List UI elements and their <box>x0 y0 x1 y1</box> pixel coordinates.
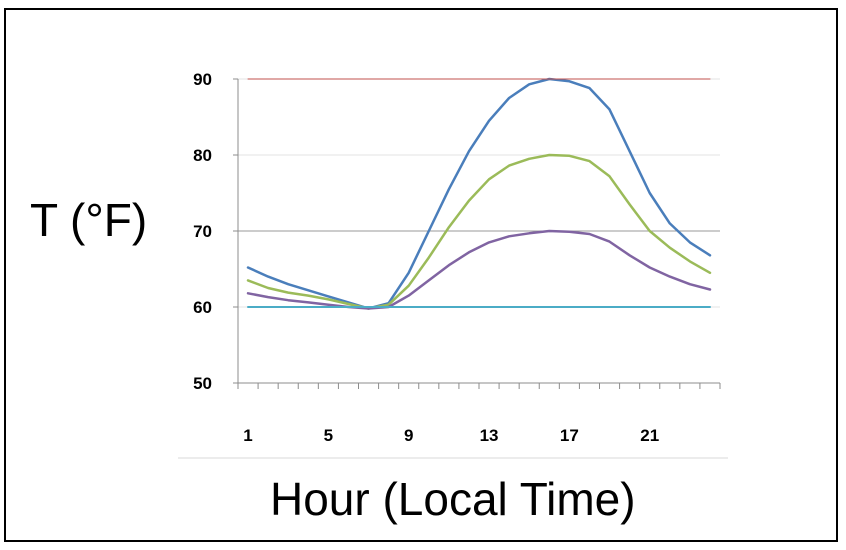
series-line-2 <box>246 153 712 310</box>
y-tick-label: 90 <box>193 70 212 89</box>
y-axis-title: T (°F) <box>30 194 148 246</box>
series-line-3 <box>246 229 712 310</box>
y-tick-label: 60 <box>193 298 212 317</box>
y-tick-label: 70 <box>193 222 212 241</box>
gridlines <box>238 78 720 308</box>
x-tick-label: 5 <box>324 426 333 445</box>
x-tick-label: 21 <box>640 426 659 445</box>
x-tick-label: 13 <box>480 426 499 445</box>
series-lines <box>246 77 712 310</box>
y-tick-label: 50 <box>193 374 212 393</box>
y-tick-labels: 50 60 70 80 90 <box>193 70 212 393</box>
x-tick-label: 1 <box>243 426 252 445</box>
axes <box>233 78 721 389</box>
x-tick-label: 9 <box>404 426 413 445</box>
x-tick-label: 17 <box>560 426 579 445</box>
chart-frame <box>4 8 838 542</box>
series-line-1 <box>246 77 712 310</box>
x-tick-labels: 1 5 9 13 17 21 <box>243 426 659 445</box>
y-tick-label: 80 <box>193 146 212 165</box>
x-axis-title: Hour (Local Time) <box>270 473 636 525</box>
